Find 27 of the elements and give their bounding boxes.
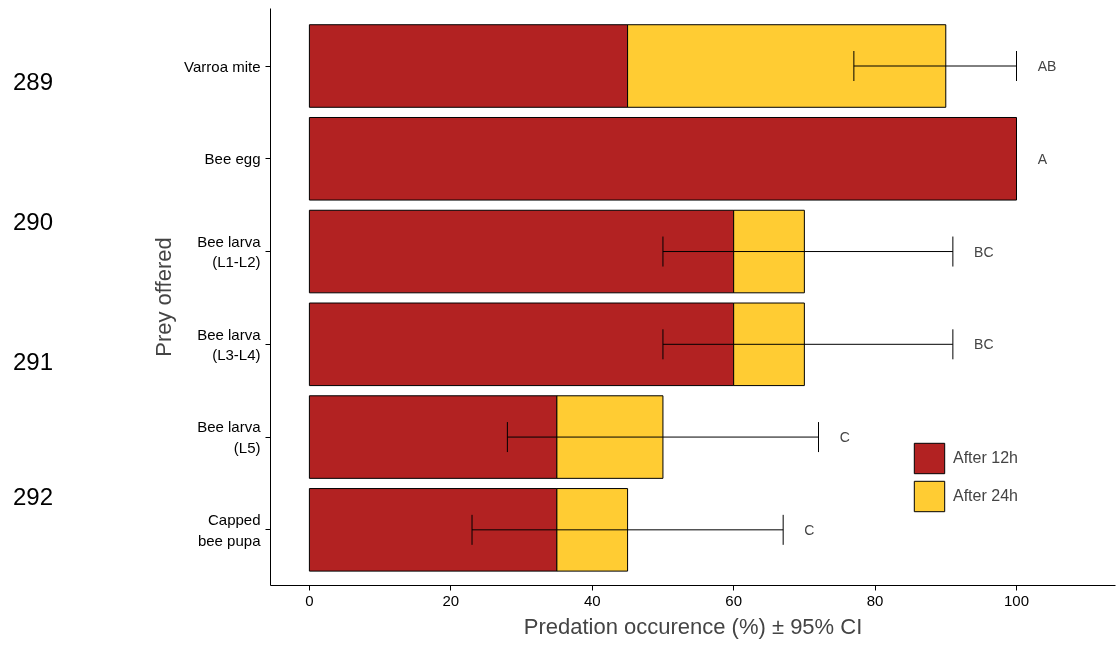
annotation: C <box>839 429 850 446</box>
y-tick-label: Capped bee pupa <box>197 511 262 549</box>
x-axis-title: Predation occurence (%) ± 95% CI <box>523 613 863 639</box>
text: 292 <box>13 482 54 512</box>
y-tick-label: Bee larva (L5) <box>197 418 262 456</box>
y-tick-label: Varroa mite <box>184 57 261 75</box>
annotation: AB <box>1037 58 1057 75</box>
y-axis-title: Prey offered <box>151 237 177 357</box>
y-tick-label: Bee egg <box>204 150 261 168</box>
bar <box>308 117 1017 201</box>
x-tick-label: 0 <box>305 591 314 609</box>
annotation: C <box>804 521 815 538</box>
x-tick-label: 20 <box>442 591 460 609</box>
text: 291 <box>13 347 54 377</box>
x-tick-label: 40 <box>583 591 601 609</box>
y-tick-label: Bee larva (L1-L2) <box>197 232 262 271</box>
text: 289 <box>13 67 54 97</box>
text: 290 <box>13 207 54 237</box>
legend-label: After 12h <box>953 449 1018 467</box>
legend-label: After 24h <box>953 487 1018 505</box>
x-tick-label: 80 <box>866 591 884 609</box>
annotation: A <box>1037 150 1048 167</box>
x-tick-label: 60 <box>725 591 742 609</box>
y-tick-label: Bee larva (L3-L4) <box>197 325 262 364</box>
x-tick-label: 100 <box>1003 591 1030 609</box>
annotation: BC <box>974 336 994 353</box>
annotation: BC <box>974 243 994 260</box>
